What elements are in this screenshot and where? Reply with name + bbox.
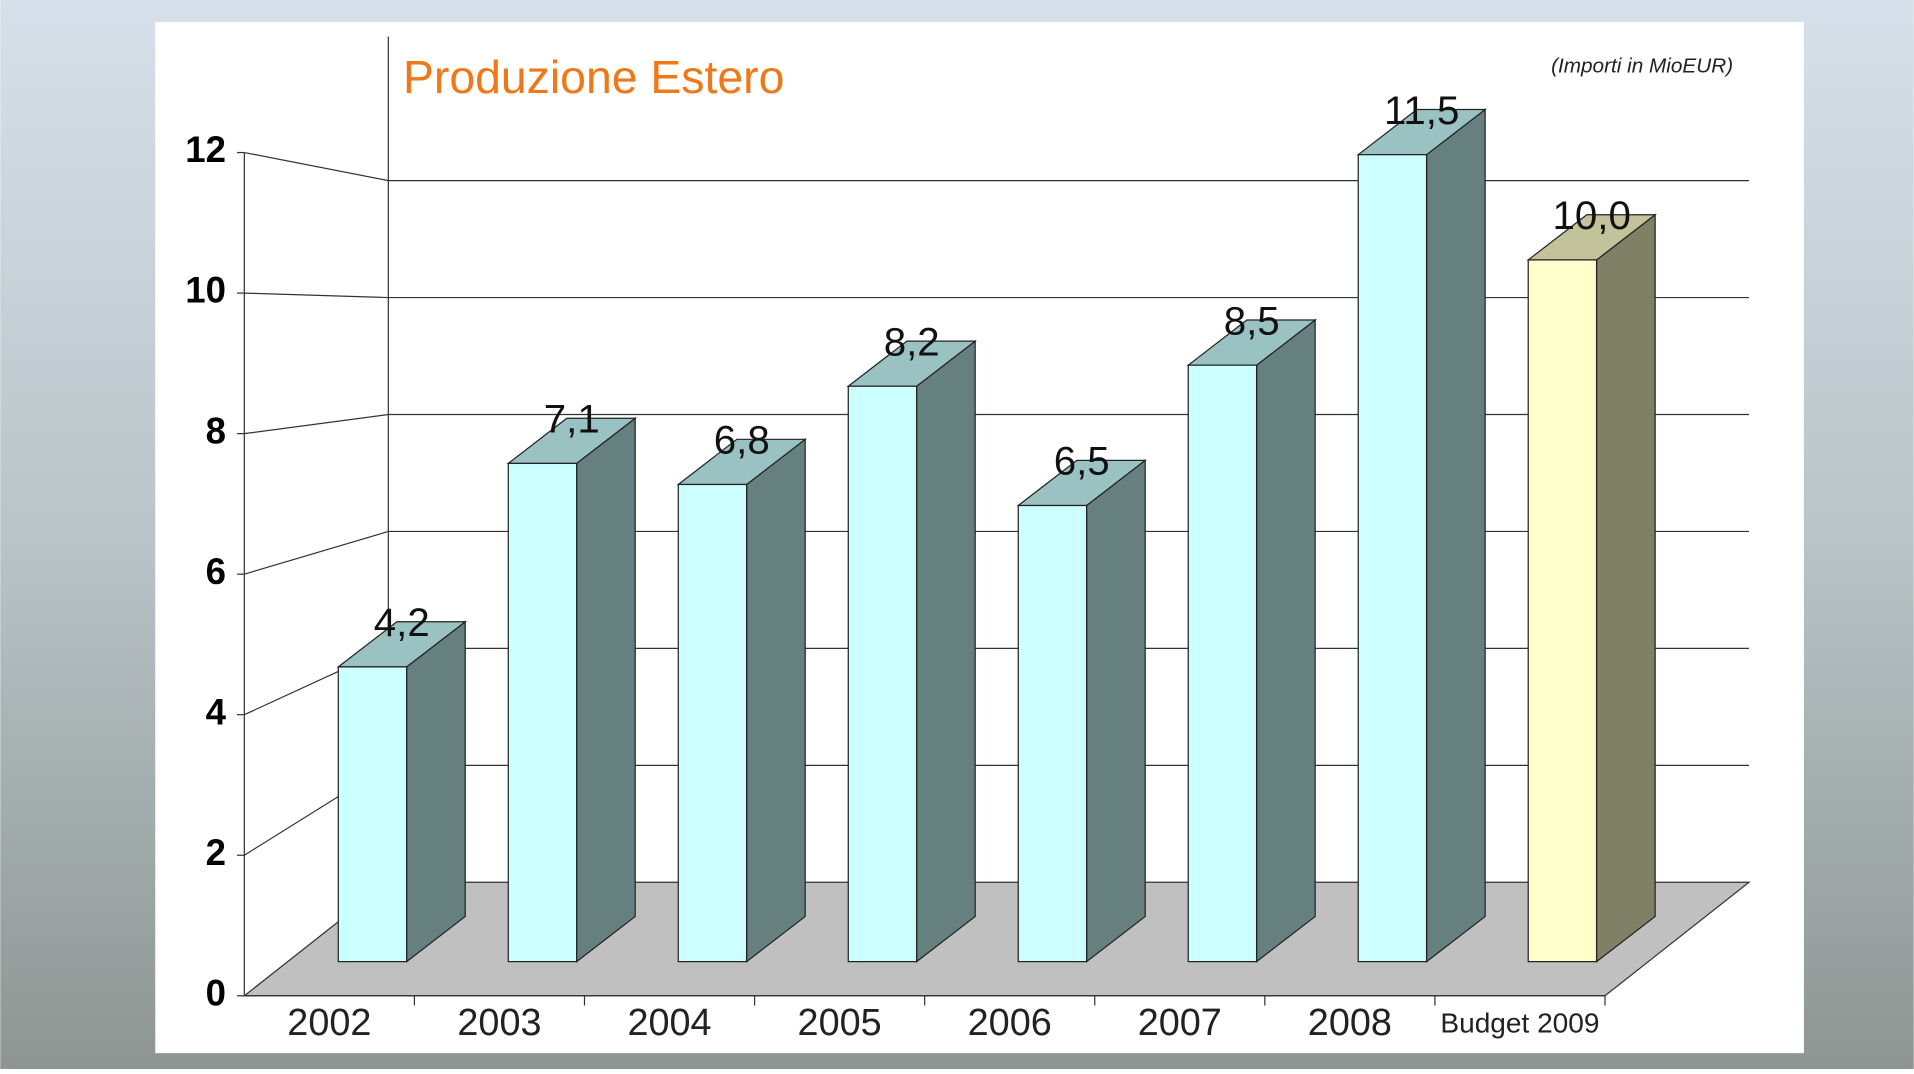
value-label: 10,0: [1553, 193, 1631, 238]
grid-line: [244, 292, 389, 299]
y-tick-label: 2: [206, 832, 226, 873]
value-label: 8,2: [884, 319, 940, 364]
floor: [242, 881, 1751, 997]
bar: [1527, 259, 1598, 963]
bar: [677, 483, 748, 963]
x-tick-label: 2006: [968, 1002, 1052, 1044]
value-label: 6,5: [1054, 439, 1110, 484]
bar: [1357, 154, 1428, 963]
x-tick-label: 2003: [457, 1002, 541, 1044]
value-label: 7,1: [544, 397, 600, 442]
bar: [337, 666, 408, 963]
x-tick-label: 2002: [287, 1002, 371, 1044]
bar-side: [1255, 318, 1316, 963]
bar-side: [406, 620, 466, 963]
x-tick-label: Budget 2009: [1440, 1007, 1599, 1038]
bar-side: [1595, 213, 1656, 963]
y-tick-label: 10: [185, 270, 226, 311]
grid-line: [244, 413, 389, 435]
bar-side: [1085, 459, 1146, 963]
bar: [847, 385, 918, 963]
bar-side: [576, 417, 636, 963]
value-label: 6,8: [714, 418, 770, 463]
bar-side: [746, 438, 806, 963]
value-label: 11,5: [1384, 88, 1459, 133]
grid-line: [244, 530, 389, 575]
bar: [507, 462, 578, 963]
y-tick-label: 6: [206, 551, 226, 592]
bar: [1187, 364, 1258, 963]
x-tick-label: 2008: [1308, 1002, 1392, 1044]
x-tick-label: 2004: [627, 1002, 711, 1044]
y-tick-label: 4: [206, 691, 227, 732]
y-tick-label: 0: [206, 972, 226, 1013]
y-tick-label: 8: [206, 410, 226, 451]
subtitle: (Importi in MioEUR): [1551, 55, 1733, 78]
y-tick-label: 12: [185, 129, 226, 170]
grid-line: [244, 151, 389, 182]
bar-side: [915, 339, 976, 963]
x-tick-label: 2005: [798, 1002, 882, 1044]
value-label: 8,5: [1224, 298, 1280, 343]
value-label: 4,2: [374, 600, 430, 645]
bar-side: [1425, 108, 1486, 963]
bar: [1017, 504, 1088, 963]
x-tick-label: 2007: [1138, 1002, 1222, 1044]
chart-title: Produzione Estero: [403, 51, 784, 103]
